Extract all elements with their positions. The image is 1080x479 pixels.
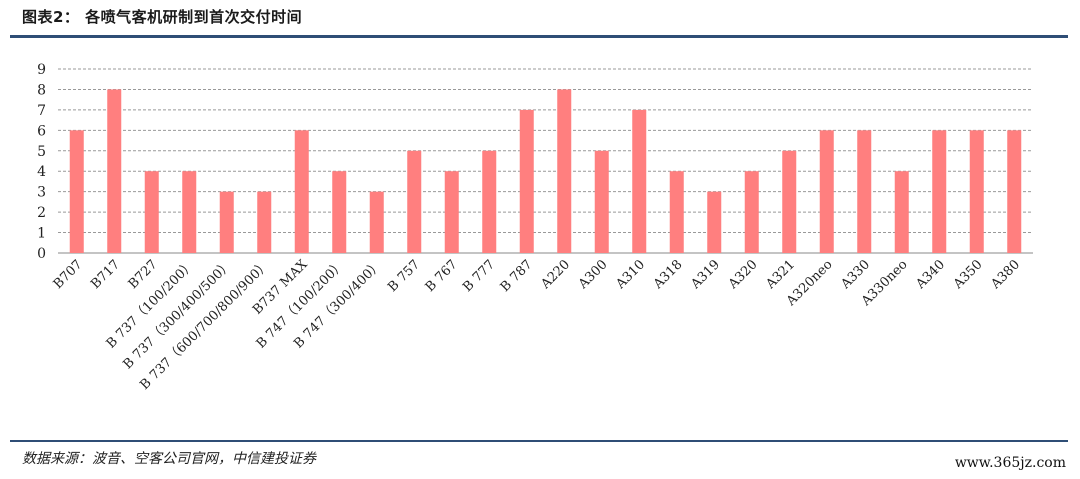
bar (894, 171, 909, 253)
title-divider (10, 35, 1068, 38)
bar (519, 109, 534, 253)
bar (332, 171, 347, 253)
x-tick-label: B727 (126, 257, 161, 292)
y-tick-label: 4 (37, 164, 46, 180)
x-tick-label: A220 (538, 257, 573, 292)
bar (482, 150, 497, 253)
bar (407, 150, 422, 253)
y-tick-label: 8 (37, 82, 46, 98)
x-tick-label: B 787 (498, 257, 536, 295)
bar (444, 171, 459, 253)
bar (782, 150, 797, 253)
bar (557, 89, 572, 253)
x-tick-label: A380 (988, 257, 1023, 292)
bar (969, 130, 984, 253)
x-tick-label: A300 (575, 257, 610, 292)
bar (369, 191, 384, 253)
source-note: 数据来源：波音、空客公司官网，中信建投证券 (22, 451, 316, 467)
y-tick-label: 1 (37, 226, 46, 242)
bar (219, 191, 234, 253)
y-tick-label: 0 (37, 246, 46, 262)
bar (182, 171, 197, 253)
figure-title: 图表2： 各喷气客机研制到首次交付时间 (22, 8, 303, 26)
y-tick-label: 9 (37, 62, 46, 78)
x-tick-label: A350 (950, 257, 985, 292)
bar (294, 130, 309, 253)
y-tick-label: 3 (37, 185, 46, 201)
bar (669, 171, 684, 253)
x-tick-label: B 767 (423, 257, 461, 295)
x-tick-label: A320 (725, 257, 760, 292)
y-tick-label: 7 (37, 103, 46, 119)
bar (257, 191, 272, 253)
bar (707, 191, 722, 253)
watermark-text: www.365jz.com (954, 455, 1066, 471)
y-tick-label: 6 (37, 123, 46, 139)
bar (932, 130, 947, 253)
footer-divider (10, 440, 1068, 442)
x-tick-label: A340 (913, 257, 948, 292)
x-tick-label: A310 (613, 257, 648, 292)
x-tick-label: A321 (763, 257, 798, 292)
bar (744, 171, 759, 253)
x-tick-label: B707 (51, 257, 86, 292)
bar (1007, 130, 1022, 253)
bar (594, 150, 609, 253)
bar (107, 89, 122, 253)
bar (857, 130, 872, 253)
bar (144, 171, 159, 253)
y-tick-label: 2 (37, 205, 46, 221)
x-tick-label: A319 (688, 257, 723, 292)
bar (819, 130, 834, 253)
x-tick-label: A330 (838, 257, 873, 292)
x-tick-label: B717 (88, 257, 123, 292)
bar (632, 109, 647, 253)
x-tick-label: A318 (650, 257, 685, 292)
x-tick-label: B 757 (385, 257, 423, 295)
x-tick-label: B 777 (460, 257, 498, 295)
y-tick-label: 5 (37, 144, 46, 160)
bar (69, 130, 84, 253)
